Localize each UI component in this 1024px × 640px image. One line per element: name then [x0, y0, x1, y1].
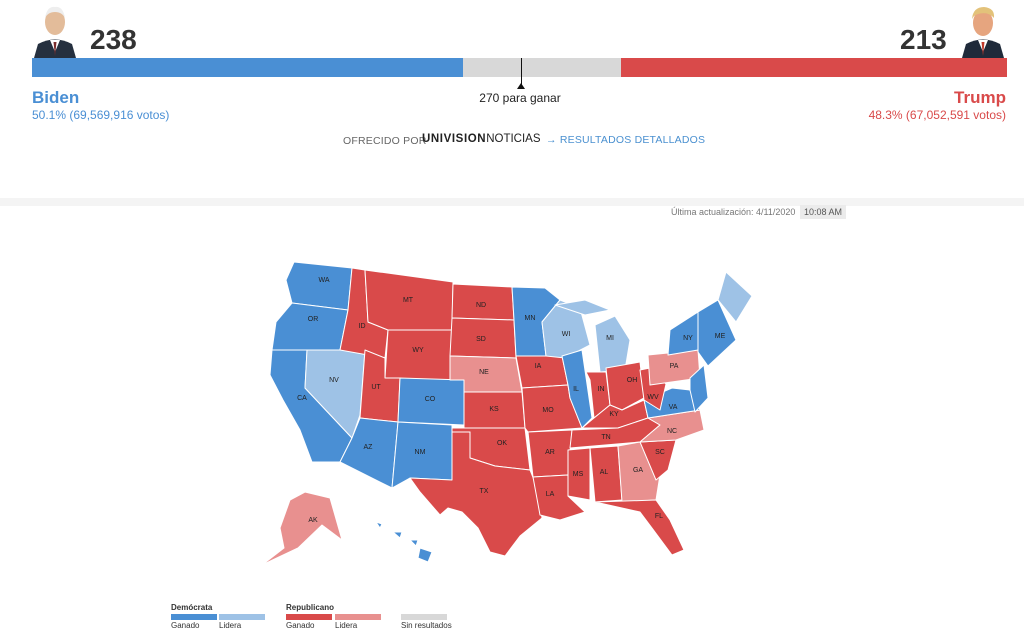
- state-label-ms: MS: [573, 471, 584, 478]
- legend-swatch-dem-leading: [219, 614, 265, 620]
- last-updated-time: 10:08 AM: [800, 205, 847, 219]
- state-fl[interactable]: [594, 499, 685, 556]
- state-label-mn: MN: [525, 315, 536, 322]
- state-ak[interactable]: [261, 491, 343, 566]
- trump-avatar: [960, 2, 1006, 58]
- state-hi[interactable]: [375, 521, 433, 563]
- state-label-sc: SC: [655, 449, 665, 456]
- legend-swatch-no-results: [401, 614, 447, 620]
- state-label-ak: AK: [308, 517, 318, 524]
- state-label-oh: OH: [627, 377, 638, 384]
- state-label-wa: WA: [318, 277, 329, 284]
- state-mi[interactable]: [554, 299, 631, 373]
- state-label-mo: MO: [542, 407, 554, 414]
- state-label-mt: MT: [403, 297, 414, 304]
- electoral-bar-republican: [620, 58, 1007, 77]
- state-label-wy: WY: [412, 347, 424, 354]
- state-label-al: AL: [600, 469, 609, 476]
- electoral-bar-democrat: [32, 58, 464, 77]
- state-ia[interactable]: [515, 355, 569, 389]
- state-label-ok: OK: [497, 440, 507, 447]
- trump-name: Trump: [954, 88, 1006, 107]
- state-label-id: ID: [359, 323, 366, 330]
- last-updated-label: Última actualización: 4/11/2020: [671, 207, 796, 217]
- state-me[interactable]: [717, 271, 753, 323]
- state-label-nd: ND: [476, 302, 486, 309]
- legend-rep-won-label: Ganado: [286, 621, 315, 630]
- legend-swatch-rep-won: [286, 614, 332, 620]
- state-label-in: IN: [598, 386, 605, 393]
- state-label-me: ME: [715, 333, 726, 340]
- state-label-nv: NV: [329, 377, 339, 384]
- biden-popular-vote: 50.1% (69,569,916 votos): [32, 108, 170, 122]
- state-label-tx: TX: [480, 488, 489, 495]
- state-label-nc: NC: [667, 428, 677, 435]
- legend-republican-title: Republicano: [286, 603, 335, 612]
- section-divider: [0, 198, 1024, 206]
- biden-name: Biden: [32, 88, 80, 107]
- state-wa[interactable]: [285, 261, 353, 311]
- state-label-fl: FL: [655, 513, 663, 520]
- legend-swatch-rep-leading: [335, 614, 381, 620]
- state-label-ut: UT: [371, 384, 381, 391]
- state-mid-atlantic[interactable]: [689, 364, 709, 413]
- results-header: [0, 0, 1010, 198]
- state-label-nm: NM: [415, 449, 426, 456]
- trump-electoral-votes: 213: [900, 24, 947, 55]
- state-label-sd: SD: [476, 336, 486, 343]
- legend-dem-leading-label: Lidera: [219, 621, 242, 630]
- state-ga[interactable]: [617, 441, 661, 503]
- state-label-va: VA: [669, 404, 678, 411]
- legend-democrat-title: Demócrata: [171, 603, 213, 612]
- state-wi[interactable]: [541, 299, 591, 359]
- detailed-results-link[interactable]: → RESULTADOS DETALLADOS: [546, 134, 705, 146]
- state-label-mi: MI: [606, 335, 614, 342]
- legend-rep-leading-label: Lidera: [335, 621, 358, 630]
- state-label-tn: TN: [601, 434, 610, 441]
- state-label-ks: KS: [489, 406, 499, 413]
- state-label-ky: KY: [609, 411, 619, 418]
- threshold-arrow-icon: [517, 83, 526, 89]
- state-label-wv: WV: [647, 394, 659, 401]
- biden-electoral-votes: 238: [90, 24, 137, 55]
- state-new-england[interactable]: [697, 299, 737, 367]
- state-label-or: OR: [308, 316, 319, 323]
- electoral-bar-undecided: [463, 58, 621, 77]
- state-or[interactable]: [271, 302, 349, 351]
- state-label-ca: CA: [297, 395, 307, 402]
- state-label-pa: PA: [670, 363, 679, 370]
- state-label-wi: WI: [562, 331, 571, 338]
- state-label-la: LA: [546, 491, 555, 498]
- state-tx[interactable]: [409, 431, 543, 557]
- state-label-ny: NY: [683, 335, 693, 342]
- threshold-label: 270 para ganar: [479, 91, 561, 105]
- state-label-ne: NE: [479, 369, 489, 376]
- sponsor-label: OFRECIDO POR: [343, 135, 427, 147]
- state-label-ga: GA: [633, 467, 643, 474]
- state-label-az: AZ: [364, 444, 374, 451]
- legend-no-results-label: Sin resultados: [401, 621, 452, 630]
- univision-logo[interactable]: UNIVISIONNOTICIAS: [422, 133, 541, 145]
- detailed-results-label: RESULTADOS DETALLADOS: [559, 134, 706, 146]
- biden-avatar: [32, 2, 78, 58]
- state-az[interactable]: [339, 417, 399, 489]
- state-label-co: CO: [425, 396, 436, 403]
- state-ms[interactable]: [567, 447, 591, 501]
- legend-dem-won-label: Ganado: [171, 621, 200, 630]
- state-label-il: IL: [573, 386, 579, 393]
- state-label-ia: IA: [535, 363, 542, 370]
- brand-light: NOTICIAS: [486, 133, 541, 145]
- state-label-ar: AR: [545, 449, 555, 456]
- threshold-line: [521, 58, 523, 86]
- state-oh[interactable]: [605, 361, 645, 411]
- trump-popular-vote: 48.3% (67,052,591 votos): [868, 108, 1006, 122]
- legend-swatch-dem-won: [171, 614, 217, 620]
- arrow-right-icon: →: [546, 134, 557, 146]
- brand-strong: UNIVISION: [422, 133, 487, 145]
- state-wy[interactable]: [384, 329, 453, 381]
